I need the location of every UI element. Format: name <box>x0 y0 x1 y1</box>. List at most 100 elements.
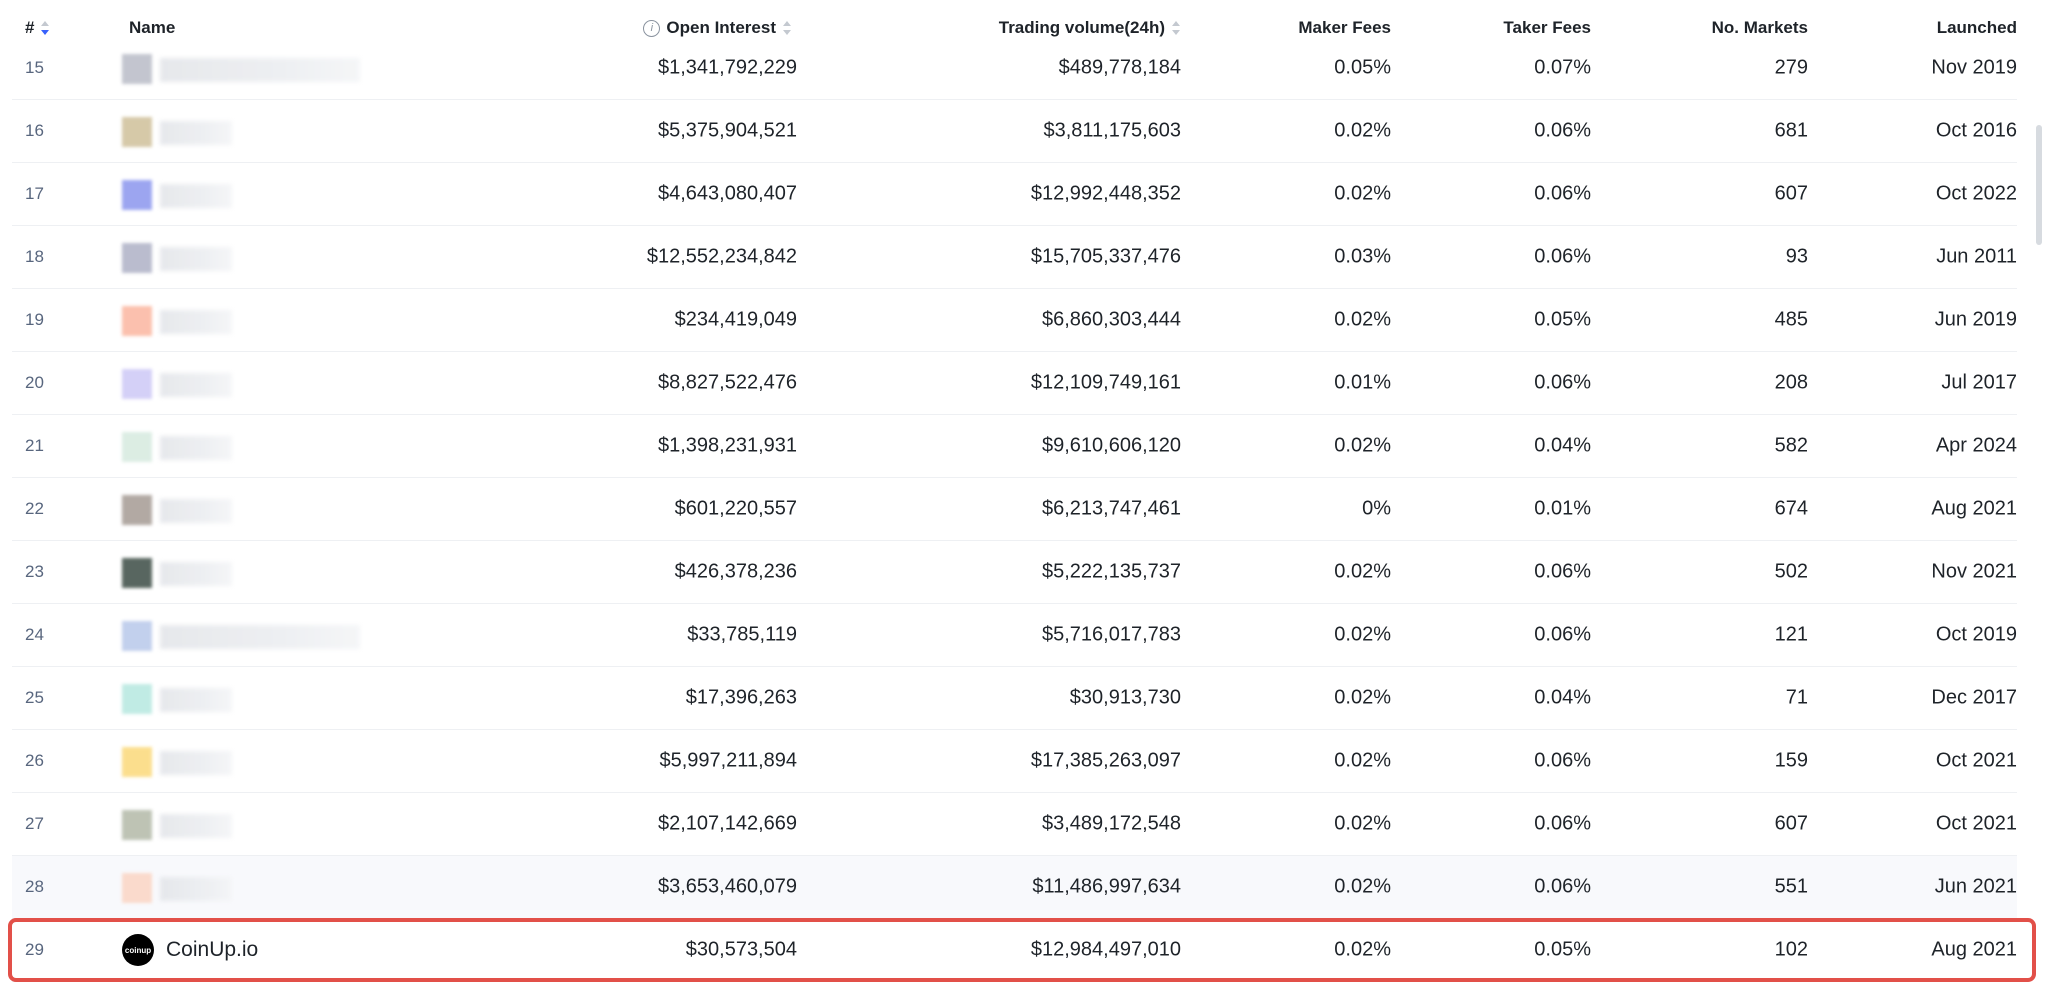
table-row[interactable]: 22 $601,220,557 $6,213,747,461 0% 0.01% 674 Au… <box>12 478 2017 541</box>
markets-value: 551 <box>1774 875 1808 898</box>
markets-value: 71 <box>1785 686 1808 709</box>
exchange-name-redacted <box>160 436 232 460</box>
exchange-name-redacted <box>160 373 232 397</box>
markets-value: 582 <box>1774 434 1808 457</box>
row-rank: 16 <box>25 121 44 140</box>
taker-fee-value: 0.06% <box>1534 875 1591 898</box>
open-interest-value: $33,785,119 <box>687 623 797 646</box>
exchange-name-cell[interactable] <box>122 481 382 537</box>
open-interest-value: $8,827,522,476 <box>657 371 797 394</box>
row-rank: 21 <box>25 436 44 455</box>
rank-header-label: # <box>25 18 35 37</box>
maker-fee-value: 0.02% <box>1334 812 1391 835</box>
volume-value: $6,860,303,444 <box>1041 308 1181 331</box>
taker-fee-value: 0.06% <box>1534 560 1591 583</box>
volume-header[interactable]: Trading volume(24h) <box>999 18 1181 38</box>
row-rank: 29 <box>25 940 44 959</box>
scrollbar[interactable] <box>2036 125 2042 245</box>
volume-value: $17,385,263,097 <box>1030 749 1181 772</box>
rank-header[interactable]: # <box>25 18 50 38</box>
taker-fee-value: 0.06% <box>1534 182 1591 205</box>
row-rank: 17 <box>25 184 44 203</box>
name-header-label: Name <box>129 18 176 37</box>
exchange-name-cell[interactable] <box>122 796 382 852</box>
exchange-name-cell[interactable] <box>122 859 382 915</box>
exchange-name[interactable]: CoinUp.io <box>166 938 259 961</box>
table-row[interactable]: 26 $5,997,211,894 $17,385,263,097 0.02% 0.06… <box>12 730 2017 793</box>
volume-value: $12,992,448,352 <box>1030 182 1181 205</box>
table-row[interactable]: 27 $2,107,142,669 $3,489,172,548 0.02% 0.06%… <box>12 793 2017 856</box>
table-row[interactable]: 15 $1,341,792,229 $489,778,184 0.05% 0.07% 27… <box>12 37 2017 100</box>
exchange-name-redacted <box>160 499 232 523</box>
table-row[interactable]: 18 $12,552,234,842 $15,705,337,476 0.03% 0.0… <box>12 226 2017 289</box>
launched-value: Jul 2017 <box>1941 371 2017 394</box>
launched-value: Oct 2021 <box>1935 749 2017 772</box>
exchange-name-cell[interactable] <box>122 670 382 726</box>
maker-fee-value: 0.02% <box>1334 119 1391 142</box>
table-row[interactable]: 21 $1,398,231,931 $9,610,606,120 0.02% 0.04%… <box>12 415 2017 478</box>
taker-fee-value: 0.06% <box>1534 245 1591 268</box>
markets-value: 121 <box>1774 623 1808 646</box>
exchange-name-redacted <box>160 751 232 775</box>
exchange-name-cell[interactable] <box>122 103 382 159</box>
exchange-logo-icon <box>122 243 152 273</box>
exchange-name-cell[interactable] <box>122 355 382 411</box>
exchange-name-cell[interactable] <box>122 166 382 222</box>
markets-value: 674 <box>1774 497 1808 520</box>
table-row[interactable]: 17 $4,643,080,407 $12,992,448,352 0.02% 0.06… <box>12 163 2017 226</box>
table-row[interactable]: 19 $234,419,049 $6,860,303,444 0.02% 0.05% 48… <box>12 289 2017 352</box>
volume-value: $12,984,497,010 <box>1030 938 1181 961</box>
maker-fees-header: Maker Fees <box>1298 18 1391 38</box>
exchange-logo-icon <box>122 54 152 84</box>
maker-fee-value: 0.02% <box>1334 623 1391 646</box>
row-rank: 19 <box>25 310 44 329</box>
exchange-name-cell[interactable] <box>122 229 382 285</box>
table-row-highlighted[interactable]: 29 coinup CoinUp.io $30,573,504 $12,984,… <box>12 919 2017 982</box>
sort-desc-icon[interactable] <box>40 20 50 36</box>
exchange-logo-icon <box>122 747 152 777</box>
row-rank: 25 <box>25 688 44 707</box>
table-row[interactable]: 25 $17,396,263 $30,913,730 0.02% 0.04% 71 Dec … <box>12 667 2017 730</box>
table-row[interactable]: 16 $5,375,904,521 $3,811,175,603 0.02% 0.06%… <box>12 100 2017 163</box>
launched-value: Jun 2021 <box>1934 875 2017 898</box>
launched-value: Aug 2021 <box>1931 497 2017 520</box>
maker-fee-value: 0.05% <box>1334 56 1391 79</box>
exchange-name-cell[interactable] <box>122 292 382 348</box>
markets-value: 502 <box>1774 560 1808 583</box>
taker-fee-value: 0.07% <box>1534 56 1591 79</box>
exchange-name-cell[interactable] <box>122 40 382 96</box>
volume-value: $3,811,175,603 <box>1043 119 1181 142</box>
table-row[interactable]: 20 $8,827,522,476 $12,109,749,161 0.01% 0.06… <box>12 352 2017 415</box>
open-interest-header[interactable]: i Open Interest <box>643 18 792 38</box>
launched-value: Jun 2011 <box>1936 245 2017 268</box>
table-row[interactable]: 23 $426,378,236 $5,222,135,737 0.02% 0.06% 50… <box>12 541 2017 604</box>
exchange-name-cell[interactable]: coinup CoinUp.io <box>122 922 382 978</box>
exchange-name-redacted <box>160 625 360 649</box>
open-interest-value: $2,107,142,669 <box>657 812 797 835</box>
table-row[interactable]: 28 $3,653,460,079 $11,486,997,634 0.02% 0.06… <box>12 856 2017 919</box>
sort-icon[interactable] <box>1171 20 1181 36</box>
exchange-name-cell[interactable] <box>122 733 382 789</box>
exchange-name-cell[interactable] <box>122 607 382 663</box>
info-icon[interactable]: i <box>643 19 661 37</box>
launched-header-label: Launched <box>1936 18 2017 37</box>
exchange-logo-icon <box>122 873 152 903</box>
maker-fee-value: 0.02% <box>1334 749 1391 772</box>
exchange-name-redacted <box>160 310 232 334</box>
maker-fee-value: 0.02% <box>1334 308 1391 331</box>
table-row[interactable]: 24 $33,785,119 $5,716,017,783 0.02% 0.06% 121… <box>12 604 2017 667</box>
exchange-name-redacted <box>160 121 232 145</box>
taker-fee-value: 0.04% <box>1534 686 1591 709</box>
maker-fee-value: 0.02% <box>1334 434 1391 457</box>
open-interest-value: $12,552,234,842 <box>646 245 797 268</box>
exchange-name-cell[interactable] <box>122 544 382 600</box>
row-rank: 27 <box>25 814 44 833</box>
volume-header-label: Trading volume(24h) <box>998 18 1165 37</box>
taker-fee-value: 0.05% <box>1534 308 1591 331</box>
open-interest-value: $5,375,904,521 <box>657 119 797 142</box>
sort-icon[interactable] <box>782 20 792 36</box>
exchange-logo-icon <box>122 369 152 399</box>
exchange-name-cell[interactable] <box>122 418 382 474</box>
launched-value: Oct 2019 <box>1935 623 2017 646</box>
open-interest-value: $30,573,504 <box>685 938 797 961</box>
